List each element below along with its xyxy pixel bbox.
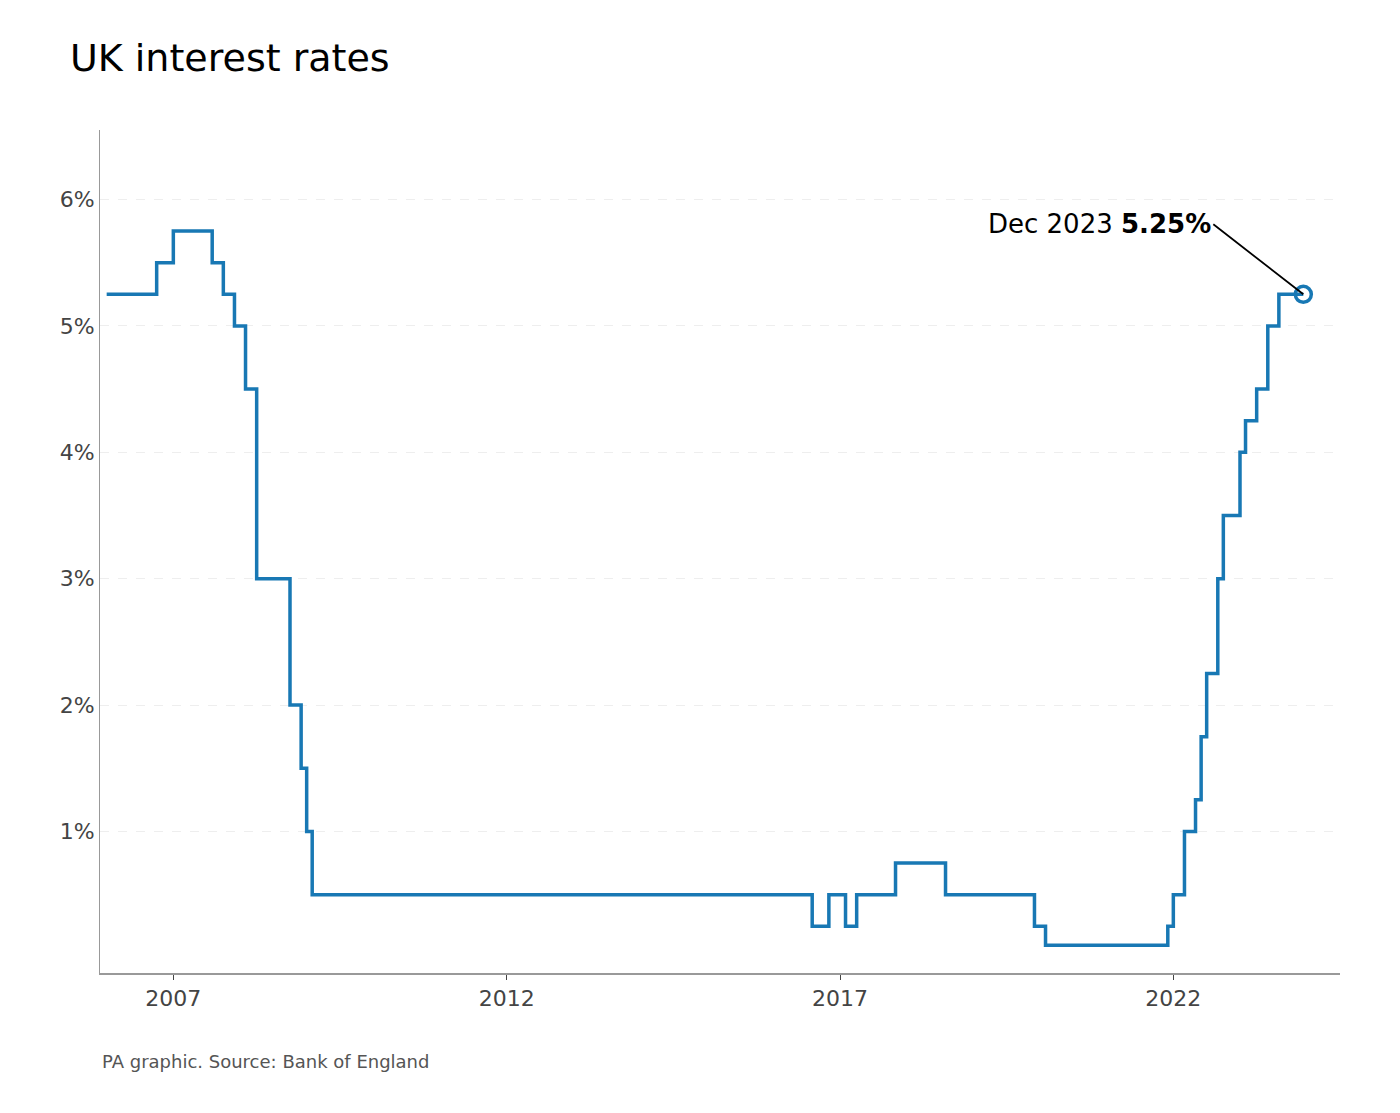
svg-text:3%: 3% — [60, 566, 95, 591]
svg-text:2%: 2% — [60, 693, 95, 718]
svg-text:6%: 6% — [60, 187, 95, 212]
svg-text:5%: 5% — [60, 314, 95, 339]
svg-text:2007: 2007 — [145, 986, 201, 1011]
svg-text:2022: 2022 — [1145, 986, 1201, 1011]
svg-text:1%: 1% — [60, 819, 95, 844]
svg-text:UK interest rates: UK interest rates — [70, 36, 390, 80]
svg-text:2017: 2017 — [812, 986, 868, 1011]
svg-text:Dec 2023 5.25%: Dec 2023 5.25% — [988, 209, 1211, 239]
svg-text:PA graphic. Source: Bank of En: PA graphic. Source: Bank of England — [102, 1051, 429, 1072]
svg-text:4%: 4% — [60, 440, 95, 465]
svg-text:2012: 2012 — [479, 986, 535, 1011]
